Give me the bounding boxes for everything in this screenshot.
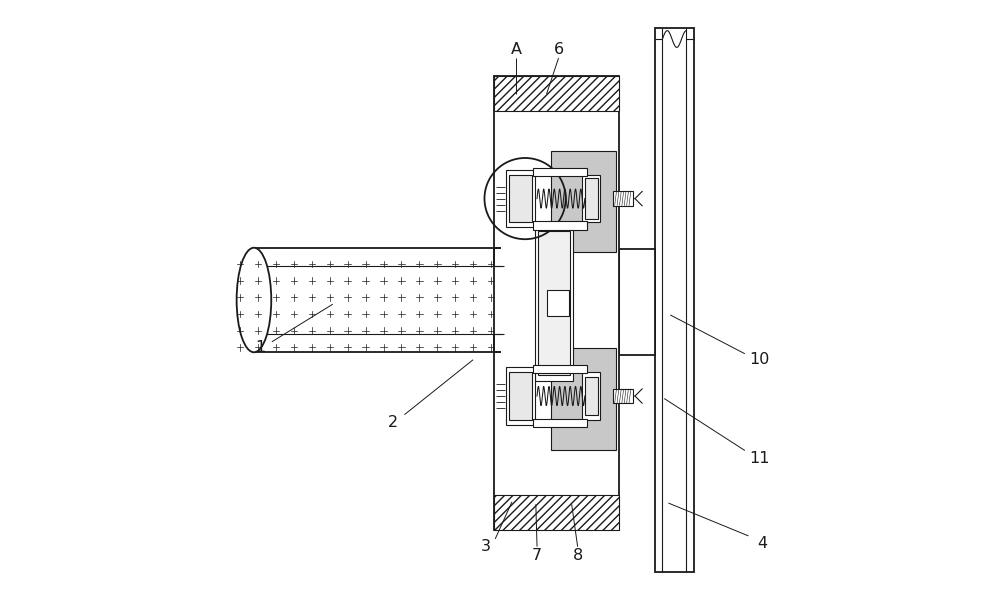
Bar — [551, 348, 616, 450]
Bar — [535, 226, 573, 380]
Text: 6: 6 — [553, 41, 564, 56]
Text: A: A — [511, 41, 522, 56]
Bar — [509, 372, 532, 420]
Bar — [533, 167, 587, 176]
Bar — [585, 377, 598, 415]
Ellipse shape — [237, 248, 271, 352]
Bar — [551, 151, 616, 253]
Bar — [582, 372, 600, 420]
Bar — [509, 175, 532, 223]
Bar — [506, 170, 535, 227]
Bar — [533, 419, 587, 427]
Bar — [585, 178, 598, 219]
Bar — [613, 389, 633, 403]
Text: 10: 10 — [750, 352, 770, 367]
Bar — [582, 175, 600, 223]
Text: 11: 11 — [750, 451, 770, 466]
Bar — [538, 232, 570, 374]
Bar — [494, 76, 619, 530]
Bar — [494, 495, 619, 530]
Text: 1: 1 — [255, 340, 265, 355]
Text: 8: 8 — [573, 548, 583, 563]
Text: 2: 2 — [387, 415, 398, 430]
Bar — [494, 76, 619, 110]
Bar — [506, 367, 535, 425]
Text: 7: 7 — [532, 548, 542, 563]
Bar — [533, 365, 587, 373]
Text: 4: 4 — [758, 536, 768, 551]
Bar — [655, 28, 694, 572]
Bar — [619, 248, 655, 355]
Bar — [613, 191, 633, 206]
Bar — [547, 290, 569, 316]
Text: 3: 3 — [481, 539, 491, 554]
Bar — [533, 221, 587, 230]
